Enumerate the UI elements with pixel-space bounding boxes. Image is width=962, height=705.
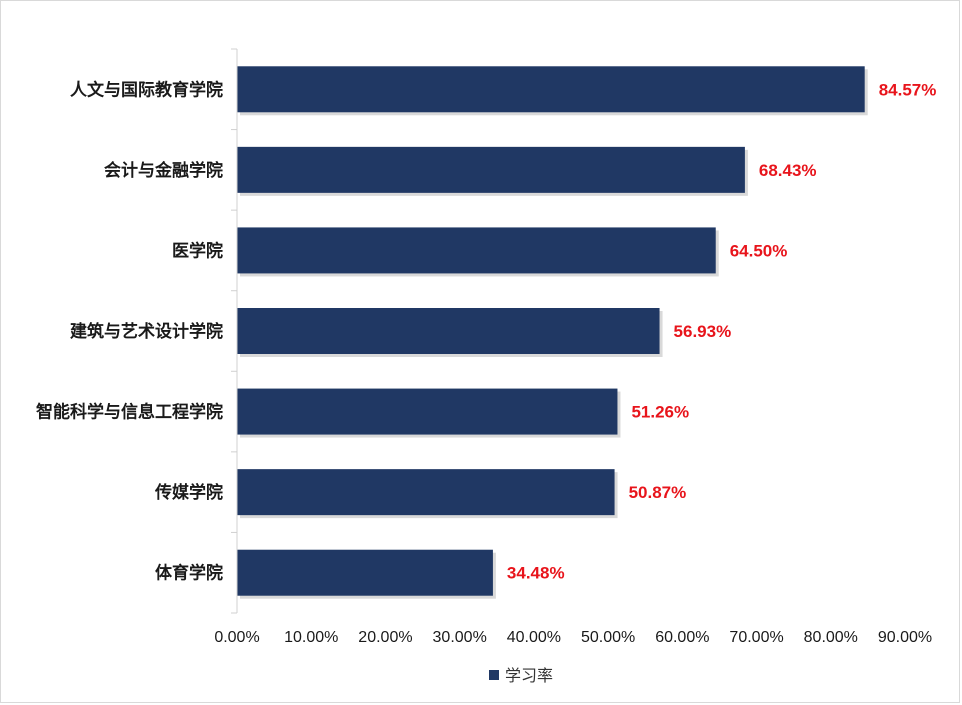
- x-tick-label: 0.00%: [214, 629, 259, 646]
- data-label: 56.93%: [674, 322, 732, 341]
- x-tick-label: 50.00%: [581, 629, 635, 646]
- data-label: 34.48%: [507, 564, 565, 583]
- bar: [237, 549, 493, 596]
- x-tick-label: 80.00%: [804, 629, 858, 646]
- data-label: 51.26%: [631, 403, 689, 422]
- bar: [237, 388, 618, 435]
- category-label: 体育学院: [155, 563, 223, 583]
- category-label: 传媒学院: [154, 482, 223, 502]
- data-label: 68.43%: [759, 161, 817, 180]
- x-tick-label: 10.00%: [284, 629, 338, 646]
- legend: 学习率: [489, 667, 553, 685]
- legend-label: 学习率: [505, 667, 553, 685]
- bar: [237, 66, 865, 113]
- category-axis: [231, 48, 238, 614]
- data-label: 84.57%: [879, 80, 937, 99]
- x-axis-tick-labels: 0.00% 10.00% 20.00% 30.00% 40.00% 50.00% 60.00…: [214, 629, 932, 646]
- bars-layer: [237, 66, 868, 599]
- bar: [237, 469, 615, 516]
- x-tick-label: 30.00%: [433, 629, 487, 646]
- category-label: 智能科学与信息工程学院: [36, 402, 223, 422]
- x-tick-label: 70.00%: [729, 629, 783, 646]
- x-tick-label: 90.00%: [878, 629, 932, 646]
- data-label: 64.50%: [730, 241, 788, 260]
- x-tick-label: 20.00%: [358, 629, 412, 646]
- data-labels: 84.57% 68.43% 64.50% 56.93% 51.26% 50.87% 34.4…: [507, 80, 936, 582]
- bar: [237, 227, 716, 274]
- category-label: 会计与金融学院: [104, 160, 223, 180]
- category-label: 建筑与艺术设计学院: [70, 321, 223, 341]
- category-label: 人文与国际教育学院: [70, 79, 223, 99]
- data-label: 50.87%: [629, 483, 687, 502]
- bar: [237, 308, 660, 354]
- x-tick-label: 40.00%: [507, 629, 561, 646]
- category-label: 医学院: [172, 240, 223, 260]
- bar: [237, 146, 745, 193]
- category-labels: 人文与国际教育学院会计与金融学院医学院建筑与艺术设计学院智能科学与信息工程学院传…: [36, 79, 223, 582]
- legend-swatch: [489, 670, 499, 680]
- x-tick-label: 60.00%: [655, 629, 709, 646]
